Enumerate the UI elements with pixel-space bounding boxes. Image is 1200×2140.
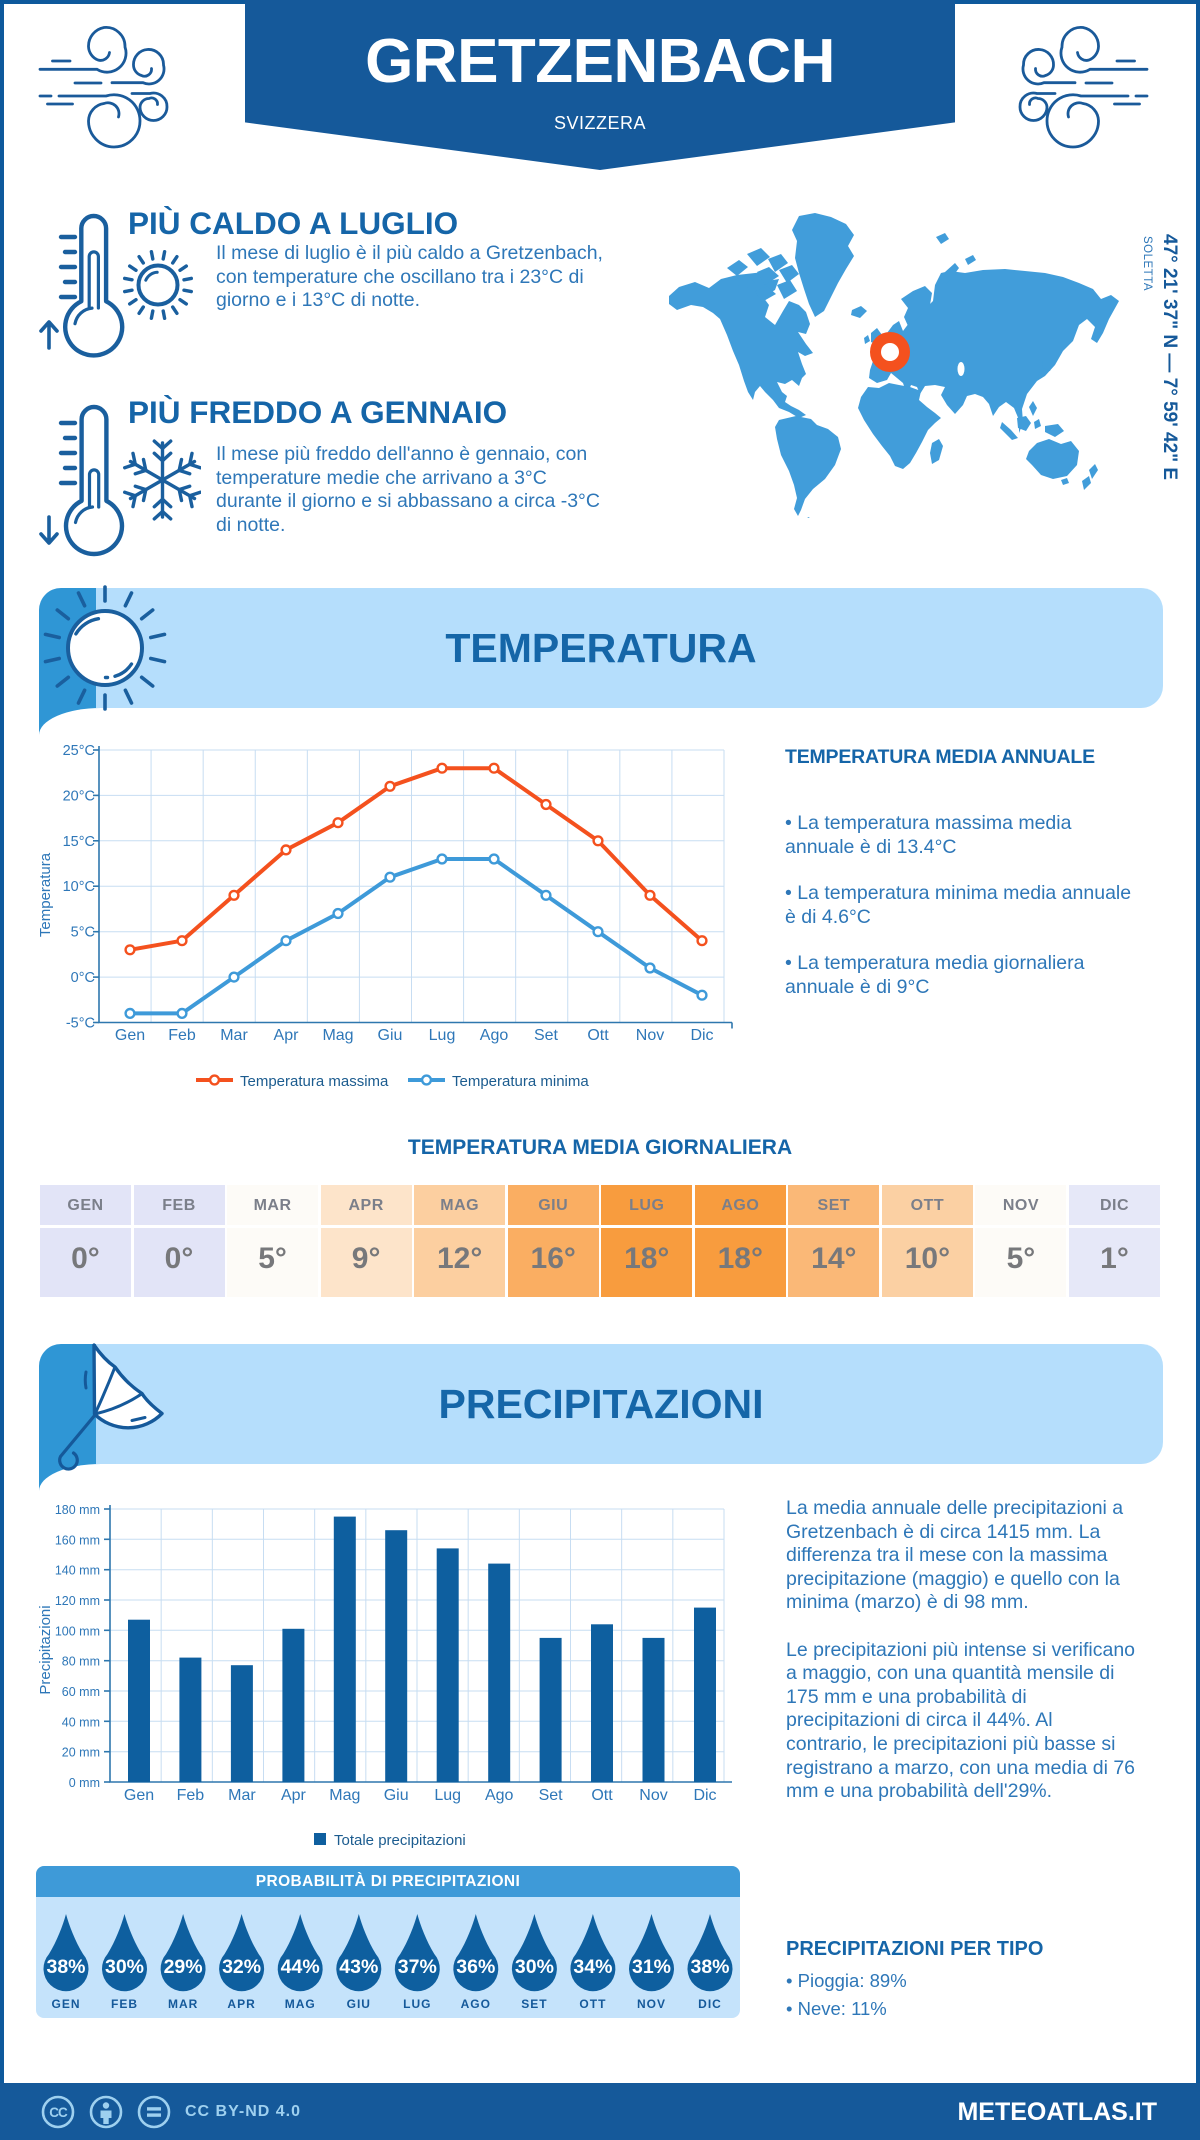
svg-text:25°C: 25°C — [63, 743, 95, 759]
svg-text:Giu: Giu — [384, 1787, 409, 1804]
svg-text:Apr: Apr — [281, 1787, 307, 1804]
svg-text:APR: APR — [227, 1997, 255, 2011]
svg-text:43%: 43% — [339, 1956, 378, 1978]
svg-text:Mar: Mar — [228, 1787, 256, 1804]
svg-text:160 mm: 160 mm — [55, 1533, 100, 1547]
svg-text:SET: SET — [521, 1997, 547, 2011]
svg-text:80 mm: 80 mm — [62, 1655, 100, 1669]
svg-text:CC: CC — [49, 2105, 68, 2120]
svg-text:30%: 30% — [515, 1956, 554, 1978]
svg-text:Mag: Mag — [329, 1787, 360, 1804]
svg-text:AGO: AGO — [461, 1997, 491, 2011]
svg-text:GEN: GEN — [51, 1997, 80, 2011]
svg-text:Feb: Feb — [168, 1027, 196, 1044]
svg-text:36%: 36% — [456, 1956, 495, 1978]
svg-text:Totale precipitazioni: Totale precipitazioni — [334, 1832, 466, 1849]
svg-text:100 mm: 100 mm — [55, 1624, 100, 1638]
svg-text:Temperatura minima: Temperatura minima — [452, 1073, 589, 1090]
svg-text:Ago: Ago — [485, 1787, 514, 1804]
svg-text:5°C: 5°C — [71, 925, 95, 941]
svg-text:38%: 38% — [46, 1956, 85, 1978]
svg-text:20°C: 20°C — [63, 788, 95, 804]
svg-text:Mar: Mar — [220, 1027, 248, 1044]
svg-text:Temperatura: Temperatura — [37, 852, 54, 937]
svg-text:60 mm: 60 mm — [62, 1685, 100, 1699]
svg-text:37%: 37% — [398, 1956, 437, 1978]
svg-text:Giu: Giu — [378, 1027, 403, 1044]
svg-text:29%: 29% — [164, 1956, 203, 1978]
svg-text:31%: 31% — [632, 1956, 671, 1978]
svg-text:NOV: NOV — [637, 1997, 666, 2011]
svg-text:30%: 30% — [105, 1956, 144, 1978]
svg-text:Ott: Ott — [587, 1027, 609, 1044]
svg-text:Ago: Ago — [480, 1027, 509, 1044]
svg-text:44%: 44% — [281, 1956, 320, 1978]
svg-text:OTT: OTT — [579, 1997, 606, 2011]
svg-text:-5°C: -5°C — [66, 1016, 95, 1032]
svg-text:FEB: FEB — [111, 1997, 138, 2011]
svg-text:LUG: LUG — [403, 1997, 431, 2011]
svg-text:140 mm: 140 mm — [55, 1564, 100, 1578]
svg-text:Temperatura massima: Temperatura massima — [240, 1073, 389, 1090]
svg-text:Feb: Feb — [177, 1787, 205, 1804]
svg-text:Set: Set — [539, 1787, 564, 1804]
svg-text:MAG: MAG — [285, 1997, 316, 2011]
svg-text:15°C: 15°C — [63, 834, 95, 850]
svg-text:Nov: Nov — [636, 1027, 664, 1044]
svg-text:120 mm: 120 mm — [55, 1594, 100, 1608]
svg-text:Dic: Dic — [690, 1027, 713, 1044]
svg-text:Nov: Nov — [639, 1787, 667, 1804]
svg-text:Lug: Lug — [434, 1787, 461, 1804]
svg-text:MAR: MAR — [168, 1997, 198, 2011]
svg-text:Dic: Dic — [693, 1787, 716, 1804]
svg-text:Set: Set — [534, 1027, 559, 1044]
svg-text:0°C: 0°C — [71, 970, 95, 986]
svg-text:Gen: Gen — [115, 1027, 145, 1044]
svg-text:Precipitazioni: Precipitazioni — [37, 1605, 54, 1694]
svg-text:DIC: DIC — [698, 1997, 722, 2011]
svg-text:Ott: Ott — [591, 1787, 613, 1804]
svg-text:Apr: Apr — [274, 1027, 300, 1044]
svg-text:32%: 32% — [222, 1956, 261, 1978]
svg-text:Gen: Gen — [124, 1787, 154, 1804]
svg-text:40 mm: 40 mm — [62, 1715, 100, 1729]
svg-text:10°C: 10°C — [63, 879, 95, 895]
svg-text:34%: 34% — [573, 1956, 612, 1978]
svg-text:Mag: Mag — [322, 1027, 353, 1044]
svg-text:38%: 38% — [690, 1956, 729, 1978]
svg-text:180 mm: 180 mm — [55, 1503, 100, 1517]
svg-text:0 mm: 0 mm — [69, 1776, 100, 1790]
svg-text:GIU: GIU — [347, 1997, 371, 2011]
svg-text:Lug: Lug — [429, 1027, 456, 1044]
svg-text:20 mm: 20 mm — [62, 1746, 100, 1760]
